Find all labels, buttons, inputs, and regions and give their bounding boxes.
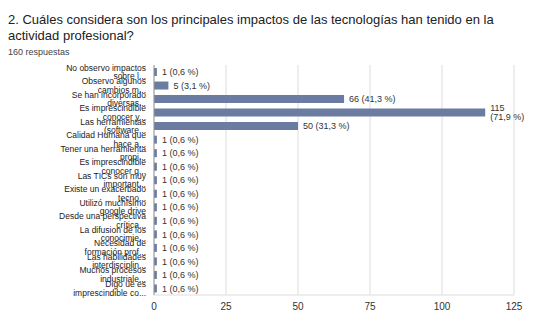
- svg-text:1 (0,6 %): 1 (0,6 %): [162, 230, 199, 240]
- svg-text:1 (0,6 %): 1 (0,6 %): [162, 175, 199, 185]
- svg-text:50: 50: [292, 301, 304, 312]
- svg-text:66 (41,3 %): 66 (41,3 %): [349, 94, 396, 104]
- svg-text:1 (0,6 %): 1 (0,6 %): [162, 162, 199, 172]
- svg-text:75: 75: [364, 301, 376, 312]
- svg-text:5 (3,1 %): 5 (3,1 %): [173, 81, 210, 91]
- svg-text:1 (0,6 %): 1 (0,6 %): [162, 270, 199, 280]
- svg-text:1 (0,6 %): 1 (0,6 %): [162, 216, 199, 226]
- svg-text:50 (31,3 %): 50 (31,3 %): [303, 121, 350, 131]
- svg-text:1 (0,6 %): 1 (0,6 %): [162, 257, 199, 267]
- svg-text:1 (0,6 %): 1 (0,6 %): [162, 148, 199, 158]
- svg-text:Digo ue esimprescindible co...: Digo ue esimprescindible co...: [73, 279, 146, 298]
- svg-text:1 (0,6 %): 1 (0,6 %): [162, 189, 199, 199]
- svg-text:1 (0,6 %): 1 (0,6 %): [162, 67, 199, 77]
- svg-text:1 (0,6 %): 1 (0,6 %): [162, 202, 199, 212]
- svg-text:0: 0: [151, 301, 157, 312]
- svg-text:25: 25: [220, 301, 232, 312]
- svg-text:1 (0,6 %): 1 (0,6 %): [162, 243, 199, 253]
- svg-text:125: 125: [506, 301, 523, 312]
- svg-text:1 (0,6 %): 1 (0,6 %): [162, 284, 199, 294]
- svg-text:1 (0,6 %): 1 (0,6 %): [162, 135, 199, 145]
- svg-text:115(71,9 %): 115(71,9 %): [490, 103, 524, 122]
- svg-text:100: 100: [434, 301, 451, 312]
